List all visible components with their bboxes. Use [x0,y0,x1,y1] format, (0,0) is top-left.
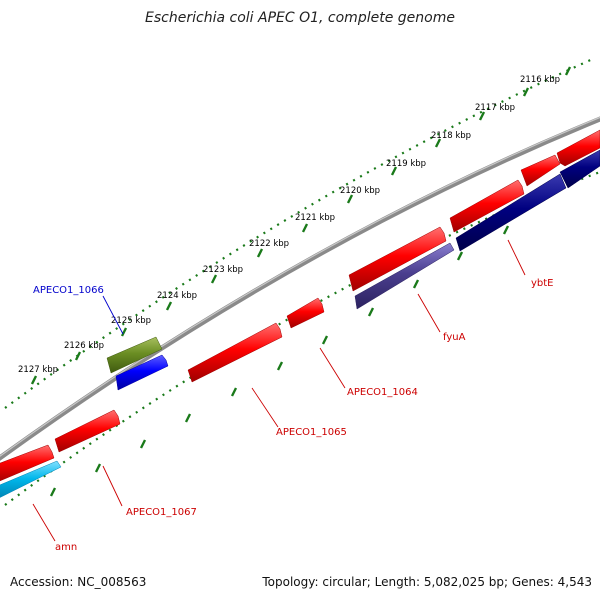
cds-feature[interactable] [348,226,447,292]
cds-feature[interactable] [0,444,55,483]
gene-label-apeco1-1064[interactable]: APECO1_1064 [347,387,418,398]
backbone-ring [0,116,600,461]
cds-feature[interactable] [559,149,600,189]
cds-feature[interactable] [455,173,567,252]
gene-label-apeco1-1066[interactable]: APECO1_1066 [33,285,104,296]
gene-label-fyua[interactable]: fyuA [443,332,466,343]
cds-feature[interactable] [354,242,455,310]
kbp-label: 2123 kbp [203,265,243,275]
cds-feature[interactable] [54,409,121,453]
gene-labels: ybtE fyuA APECO1_1064 APECO1_1065 APECO1… [33,278,554,553]
misc-feature[interactable] [106,336,163,374]
topology-text: Topology: circular; Length: 5,082,025 bp… [262,575,592,589]
label-connectors [32,239,526,542]
cds-feature[interactable] [0,460,62,500]
backbone-ring-highlight [0,116,600,457]
cds-feature[interactable] [520,154,561,187]
forward-strand-features [0,129,600,483]
kbp-label: 2122 kbp [249,239,289,249]
kbp-label: 2116 kbp [520,75,560,85]
gene-label-apeco1-1065[interactable]: APECO1_1065 [276,427,347,438]
kbp-label: 2125 kbp [111,316,151,326]
gene-label-ybte[interactable]: ybtE [531,278,554,289]
kbp-label: 2126 kbp [64,341,104,351]
gene-label-apeco1-1067[interactable]: APECO1_1067 [126,507,197,518]
kbp-label: 2121 kbp [295,213,335,223]
kbp-major-ticks [30,66,572,385]
kbp-label: 2117 kbp [475,103,515,113]
cds-feature[interactable] [115,354,169,391]
gene-label-amn[interactable]: amn [55,542,77,553]
kbp-label: 2118 kbp [431,131,471,141]
cds-feature[interactable] [187,322,283,383]
accession-text: Accession: NC_008563 [10,575,147,589]
kbp-label: 2124 kbp [157,291,197,301]
kbp-label: 2127 kbp [18,365,58,375]
kbp-label: 2119 kbp [386,159,426,169]
kbp-label: 2120 kbp [340,186,380,196]
map-title: Escherichia coli APEC O1, complete genom… [145,10,455,26]
kbp-labels: 2116 kbp 2117 kbp 2118 kbp 2119 kbp 2120… [18,75,560,375]
cds-feature[interactable] [556,129,600,167]
cds-feature[interactable] [286,297,325,329]
cds-feature[interactable] [449,179,525,233]
reverse-strand-features [0,149,600,500]
